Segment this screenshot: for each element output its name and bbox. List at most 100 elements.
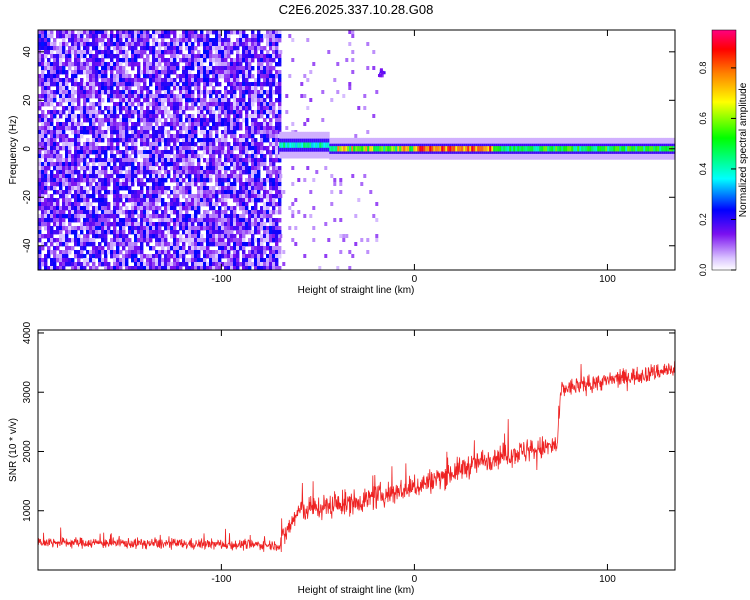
heatmap-cell xyxy=(275,74,279,79)
heatmap-cell xyxy=(224,134,228,139)
heatmap-cell xyxy=(251,238,255,243)
heatmap-cell xyxy=(161,86,165,91)
heatmap-cell xyxy=(50,90,54,95)
heatmap-cell xyxy=(95,206,99,211)
heatmap-cell xyxy=(143,202,147,207)
heatmap-cell xyxy=(65,254,69,259)
heatmap-cell xyxy=(269,190,273,195)
heatmap-cell xyxy=(161,134,165,139)
heatmap-cell xyxy=(50,230,54,235)
heatmap-cell xyxy=(266,74,270,79)
heatmap-cell xyxy=(185,206,189,211)
heatmap-cell xyxy=(179,118,183,123)
heatmap-cell xyxy=(47,66,51,71)
heatmap-cell xyxy=(248,90,252,95)
heatmap-cell xyxy=(38,134,42,139)
heatmap-cell xyxy=(185,74,189,79)
heatmap-cell xyxy=(56,258,60,263)
heatmap-cell xyxy=(98,218,102,223)
heatmap-cell xyxy=(65,134,69,139)
heatmap-cell xyxy=(89,66,93,71)
heatmap-cell xyxy=(197,234,201,239)
heatmap-cell xyxy=(146,162,150,167)
heatmap-cell xyxy=(131,58,135,63)
heatmap-cell xyxy=(158,174,162,179)
heatmap-cell xyxy=(44,62,48,67)
heatmap-cell xyxy=(68,118,72,123)
heatmap-cell xyxy=(248,254,252,259)
heatmap-cell xyxy=(50,74,54,79)
heatmap-cell xyxy=(185,130,189,135)
heatmap-cell xyxy=(110,142,114,147)
heatmap-cell xyxy=(203,198,207,203)
heatmap-cell xyxy=(206,146,210,151)
heatmap-cell xyxy=(206,218,210,223)
heatmap-cell xyxy=(173,170,177,175)
heatmap-cell xyxy=(50,66,54,71)
heatmap-cell xyxy=(68,210,72,215)
heatmap-cell xyxy=(209,170,213,175)
heatmap-cell xyxy=(56,206,60,211)
heatmap-cell xyxy=(98,258,102,263)
heatmap-cell xyxy=(203,266,207,270)
heatmap-cell xyxy=(209,130,213,135)
heatmap-cell xyxy=(239,226,243,231)
heatmap-cell xyxy=(321,142,324,148)
heatmap-cell xyxy=(245,150,249,155)
heatmap-cell xyxy=(288,34,292,38)
heatmap-cell xyxy=(173,190,177,195)
heatmap-cell xyxy=(215,130,219,135)
heatmap-cell xyxy=(68,110,72,115)
heatmap-cell xyxy=(227,106,231,111)
heatmap-cell xyxy=(263,46,267,51)
heatmap-cell xyxy=(233,250,237,255)
heatmap-cell xyxy=(179,90,183,95)
heatmap-cell xyxy=(152,186,156,191)
heatmap-cell xyxy=(86,74,90,79)
heatmap-cell xyxy=(101,214,105,219)
heatmap-cell xyxy=(59,238,63,243)
heatmap-cell xyxy=(291,166,295,170)
x-tick-label: 100 xyxy=(599,574,616,585)
heatmap-cell xyxy=(173,34,177,39)
heatmap-cell xyxy=(242,102,246,107)
heatmap-cell xyxy=(107,142,111,147)
heatmap-cell xyxy=(44,174,48,179)
heatmap-cell xyxy=(266,262,270,267)
heatmap-cell xyxy=(143,210,147,215)
heatmap-cell xyxy=(221,42,225,47)
heatmap-cell xyxy=(161,202,165,207)
heatmap-cell xyxy=(203,214,207,219)
heatmap-cell xyxy=(200,266,204,270)
heatmap-cell xyxy=(116,126,120,131)
heatmap-cell xyxy=(242,226,246,231)
heatmap-cell xyxy=(224,254,228,259)
heatmap-cell xyxy=(104,254,108,259)
heatmap-cell xyxy=(324,166,328,170)
heatmap-cell xyxy=(119,170,123,175)
heatmap-cell xyxy=(176,246,180,251)
heatmap-cell xyxy=(579,146,582,152)
heatmap-cell xyxy=(206,74,210,79)
heatmap-cell xyxy=(68,38,72,43)
heatmap-cell xyxy=(62,130,66,135)
heatmap-cell xyxy=(47,86,51,91)
heatmap-cell xyxy=(113,234,117,239)
heatmap-cell xyxy=(257,66,261,71)
heatmap-cell xyxy=(134,54,138,59)
heatmap-cell xyxy=(95,246,99,251)
heatmap-cell xyxy=(197,50,201,55)
heatmap-cell xyxy=(50,82,54,87)
heatmap-cell xyxy=(80,262,84,267)
heatmap-cell xyxy=(47,98,51,103)
heatmap-cell xyxy=(191,258,195,263)
heatmap-cell xyxy=(215,250,219,255)
heatmap-cell xyxy=(203,190,207,195)
y-tick-label: 2000 xyxy=(22,440,33,463)
heatmap-cell xyxy=(218,226,222,231)
heatmap-cell xyxy=(62,54,66,59)
heatmap-cell xyxy=(95,102,99,107)
heatmap-cell xyxy=(191,134,195,139)
heatmap-cell xyxy=(149,34,153,39)
heatmap-cell xyxy=(95,58,99,63)
